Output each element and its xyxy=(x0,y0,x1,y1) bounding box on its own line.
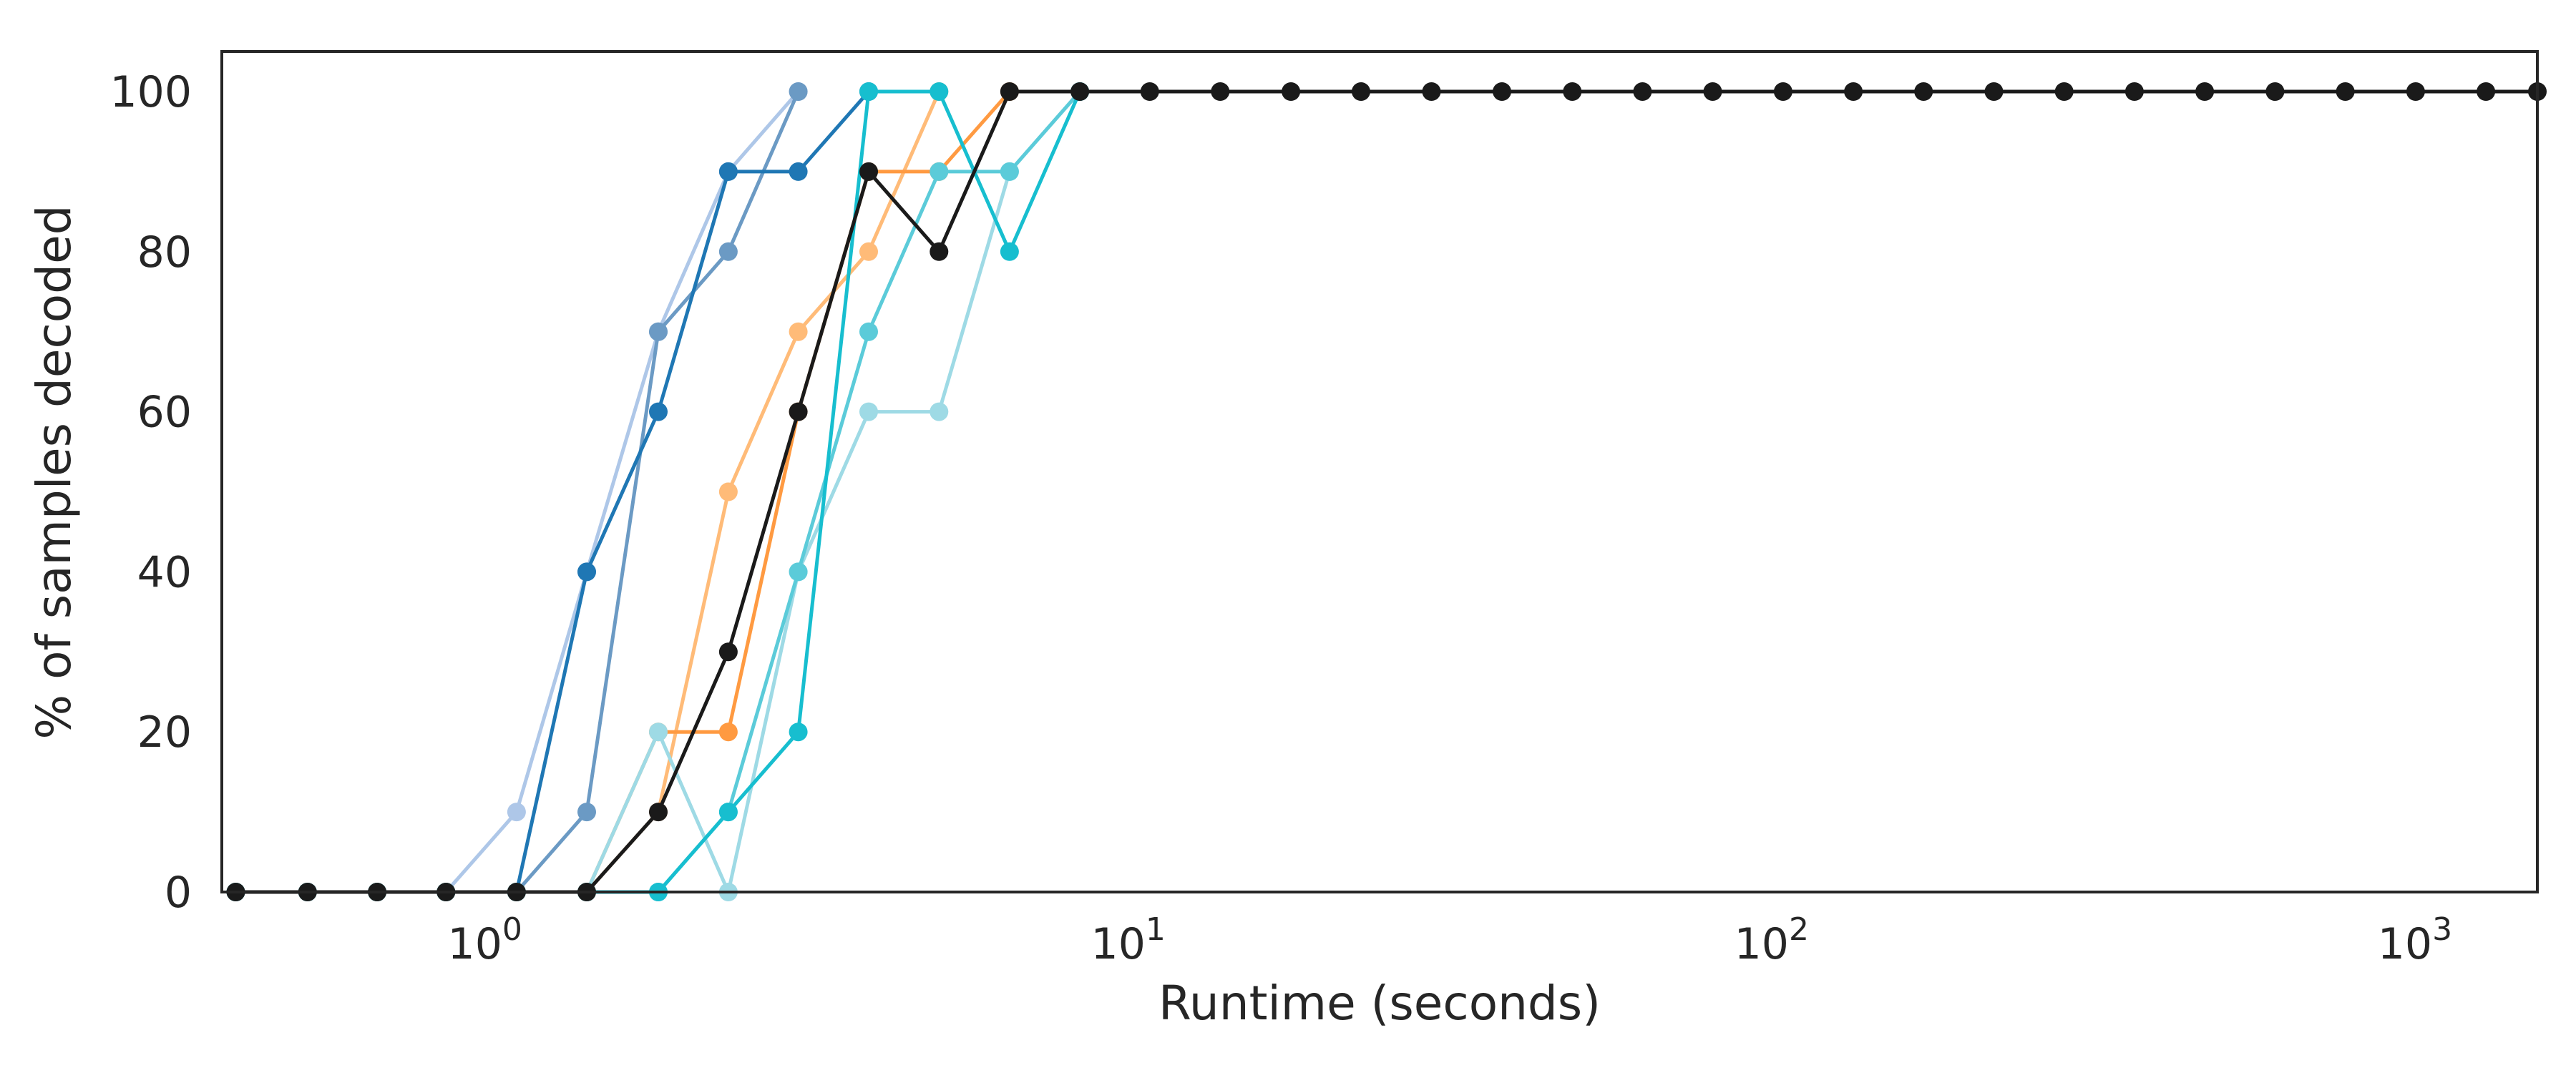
data-point xyxy=(1282,82,1301,101)
data-point xyxy=(1211,82,1230,101)
data-point xyxy=(859,82,878,101)
data-point xyxy=(718,242,738,261)
data-point xyxy=(1493,82,1511,101)
data-point xyxy=(789,322,808,341)
data-point xyxy=(930,242,949,261)
data-point xyxy=(1070,82,1090,101)
data-point xyxy=(718,642,738,662)
data-point xyxy=(2054,82,2074,101)
data-point xyxy=(2406,82,2425,101)
x-axis-title: Runtime (seconds) xyxy=(1158,976,1601,1031)
series-line-1 xyxy=(235,90,800,894)
series-3 xyxy=(226,82,949,901)
data-point xyxy=(577,803,596,822)
data-point xyxy=(930,162,949,181)
data-point xyxy=(2336,82,2355,101)
data-point xyxy=(789,722,808,742)
data-point xyxy=(1844,82,1863,101)
y-tick-labels: 0 20 40 60 80 100 xyxy=(109,67,192,918)
y-tick-label: 20 xyxy=(137,707,192,758)
series-line-8 xyxy=(235,89,2537,894)
data-point xyxy=(1422,82,1441,101)
data-point xyxy=(930,82,949,101)
x-tick-label: 100 xyxy=(448,911,522,969)
data-point xyxy=(859,402,878,421)
data-point xyxy=(789,162,808,181)
data-point xyxy=(930,402,949,421)
x-tick-label: 103 xyxy=(2378,911,2452,969)
data-point xyxy=(1773,82,1792,101)
data-point xyxy=(1914,82,1933,101)
data-point xyxy=(718,482,738,501)
data-point xyxy=(789,82,808,101)
data-point xyxy=(1352,82,1370,101)
plot-frame xyxy=(220,50,2539,893)
data-point xyxy=(2265,82,2285,101)
series-line-5 xyxy=(235,90,1081,894)
series-line-7 xyxy=(235,89,1082,894)
data-point xyxy=(649,803,668,822)
data-point xyxy=(859,322,878,341)
data-point xyxy=(789,562,808,582)
data-point xyxy=(507,803,526,822)
data-point xyxy=(859,242,878,261)
x-tick-labels: 100 101 102 103 xyxy=(448,911,2453,969)
series-layer xyxy=(226,82,2547,901)
data-point xyxy=(859,162,878,181)
data-point xyxy=(1633,82,1652,101)
x-tick-label: 101 xyxy=(1091,911,1166,969)
data-point xyxy=(718,722,738,742)
data-point xyxy=(1563,82,1582,101)
data-point xyxy=(1000,242,1019,261)
data-point xyxy=(1984,82,2004,101)
series-8 xyxy=(226,82,2547,901)
y-axis-title: % of samples decoded xyxy=(26,205,82,739)
data-point xyxy=(789,402,808,421)
data-point xyxy=(577,562,596,582)
x-tick-label: 102 xyxy=(1735,911,1809,969)
data-point xyxy=(649,722,668,742)
series-line-6 xyxy=(235,90,1081,894)
y-tick-label: 60 xyxy=(137,388,192,438)
data-point xyxy=(649,402,668,421)
y-tick-label: 100 xyxy=(109,67,192,117)
data-point xyxy=(2124,82,2144,101)
y-tick-label: 80 xyxy=(137,227,192,278)
series-line-0 xyxy=(235,90,800,894)
data-point xyxy=(718,803,738,822)
y-tick-label: 40 xyxy=(137,547,192,597)
data-point xyxy=(718,162,738,181)
data-point xyxy=(1703,82,1722,101)
data-point xyxy=(649,322,668,341)
data-point xyxy=(2477,82,2496,101)
y-tick-label: 0 xyxy=(165,868,192,918)
data-point xyxy=(1000,82,1019,101)
data-point xyxy=(2195,82,2215,101)
data-point xyxy=(1000,162,1019,181)
data-point xyxy=(1140,82,1159,101)
